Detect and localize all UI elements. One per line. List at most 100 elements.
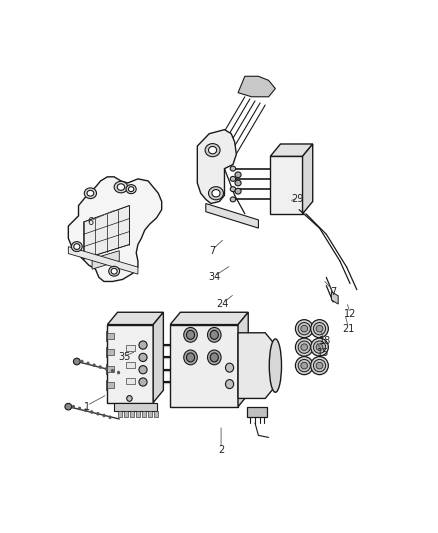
Ellipse shape — [298, 341, 311, 353]
Ellipse shape — [314, 341, 325, 353]
Ellipse shape — [316, 362, 323, 369]
Polygon shape — [332, 292, 338, 304]
Ellipse shape — [97, 413, 99, 415]
Ellipse shape — [295, 338, 313, 356]
Ellipse shape — [230, 187, 236, 191]
Text: 29: 29 — [291, 195, 304, 204]
Ellipse shape — [105, 368, 107, 370]
Text: 2: 2 — [218, 445, 224, 455]
Bar — [107, 349, 114, 356]
Polygon shape — [247, 407, 267, 417]
Ellipse shape — [298, 322, 311, 335]
Ellipse shape — [298, 359, 311, 372]
Ellipse shape — [126, 184, 136, 193]
Ellipse shape — [109, 416, 111, 418]
Text: 1: 1 — [84, 402, 90, 411]
Ellipse shape — [139, 353, 147, 361]
Ellipse shape — [235, 172, 241, 177]
Ellipse shape — [87, 190, 94, 196]
Ellipse shape — [72, 406, 74, 408]
Bar — [124, 411, 128, 417]
Ellipse shape — [187, 330, 194, 340]
Ellipse shape — [87, 362, 89, 365]
Polygon shape — [206, 204, 258, 228]
Ellipse shape — [74, 244, 80, 249]
Polygon shape — [106, 364, 107, 374]
Ellipse shape — [301, 362, 307, 369]
Ellipse shape — [93, 364, 95, 366]
Polygon shape — [106, 347, 107, 358]
Ellipse shape — [208, 147, 217, 154]
Text: 7: 7 — [330, 287, 336, 297]
Ellipse shape — [84, 188, 96, 199]
Ellipse shape — [139, 378, 147, 386]
Ellipse shape — [65, 403, 72, 410]
Ellipse shape — [230, 197, 236, 202]
Ellipse shape — [212, 190, 220, 197]
Polygon shape — [303, 144, 313, 214]
Ellipse shape — [311, 320, 328, 338]
Ellipse shape — [111, 369, 113, 372]
Bar — [142, 411, 146, 417]
Ellipse shape — [316, 325, 323, 332]
Ellipse shape — [295, 357, 313, 375]
Ellipse shape — [208, 327, 221, 342]
Ellipse shape — [208, 187, 223, 200]
Ellipse shape — [81, 360, 83, 363]
Polygon shape — [106, 380, 107, 390]
Bar — [107, 366, 114, 372]
Polygon shape — [107, 312, 163, 325]
Text: 24: 24 — [216, 299, 229, 309]
Text: 35: 35 — [118, 352, 131, 362]
Bar — [107, 382, 114, 388]
Ellipse shape — [301, 325, 307, 332]
Polygon shape — [270, 144, 313, 156]
Ellipse shape — [314, 322, 325, 335]
Ellipse shape — [301, 344, 307, 350]
Ellipse shape — [139, 341, 147, 349]
Ellipse shape — [295, 320, 313, 338]
Ellipse shape — [226, 363, 233, 372]
Ellipse shape — [74, 358, 80, 365]
Polygon shape — [270, 156, 303, 214]
Ellipse shape — [99, 366, 101, 368]
Ellipse shape — [103, 414, 105, 417]
Ellipse shape — [114, 181, 128, 193]
Ellipse shape — [71, 241, 82, 252]
Bar — [107, 333, 114, 339]
Polygon shape — [238, 333, 276, 399]
Ellipse shape — [139, 366, 147, 374]
Ellipse shape — [128, 187, 134, 191]
Text: 12: 12 — [344, 309, 356, 319]
Ellipse shape — [311, 357, 328, 375]
Ellipse shape — [314, 359, 325, 372]
Ellipse shape — [235, 180, 241, 186]
Ellipse shape — [85, 409, 87, 411]
Ellipse shape — [127, 395, 132, 401]
Ellipse shape — [109, 266, 120, 276]
Ellipse shape — [311, 338, 328, 356]
Ellipse shape — [230, 176, 236, 181]
Ellipse shape — [230, 166, 236, 171]
Bar — [126, 378, 134, 384]
Polygon shape — [197, 130, 237, 204]
Text: 15: 15 — [317, 348, 329, 358]
Ellipse shape — [78, 407, 81, 410]
Ellipse shape — [187, 353, 194, 362]
Text: 34: 34 — [208, 272, 220, 282]
Polygon shape — [170, 325, 238, 407]
Ellipse shape — [235, 188, 241, 194]
Polygon shape — [153, 312, 163, 402]
Bar — [126, 345, 134, 351]
Text: 7: 7 — [209, 246, 216, 256]
Bar — [130, 411, 134, 417]
Polygon shape — [92, 251, 119, 269]
Bar — [148, 411, 152, 417]
Text: 21: 21 — [342, 324, 355, 334]
Bar — [136, 411, 140, 417]
Polygon shape — [68, 247, 138, 274]
Ellipse shape — [316, 344, 323, 350]
Ellipse shape — [91, 411, 93, 413]
Bar — [154, 411, 158, 417]
Polygon shape — [84, 206, 130, 259]
